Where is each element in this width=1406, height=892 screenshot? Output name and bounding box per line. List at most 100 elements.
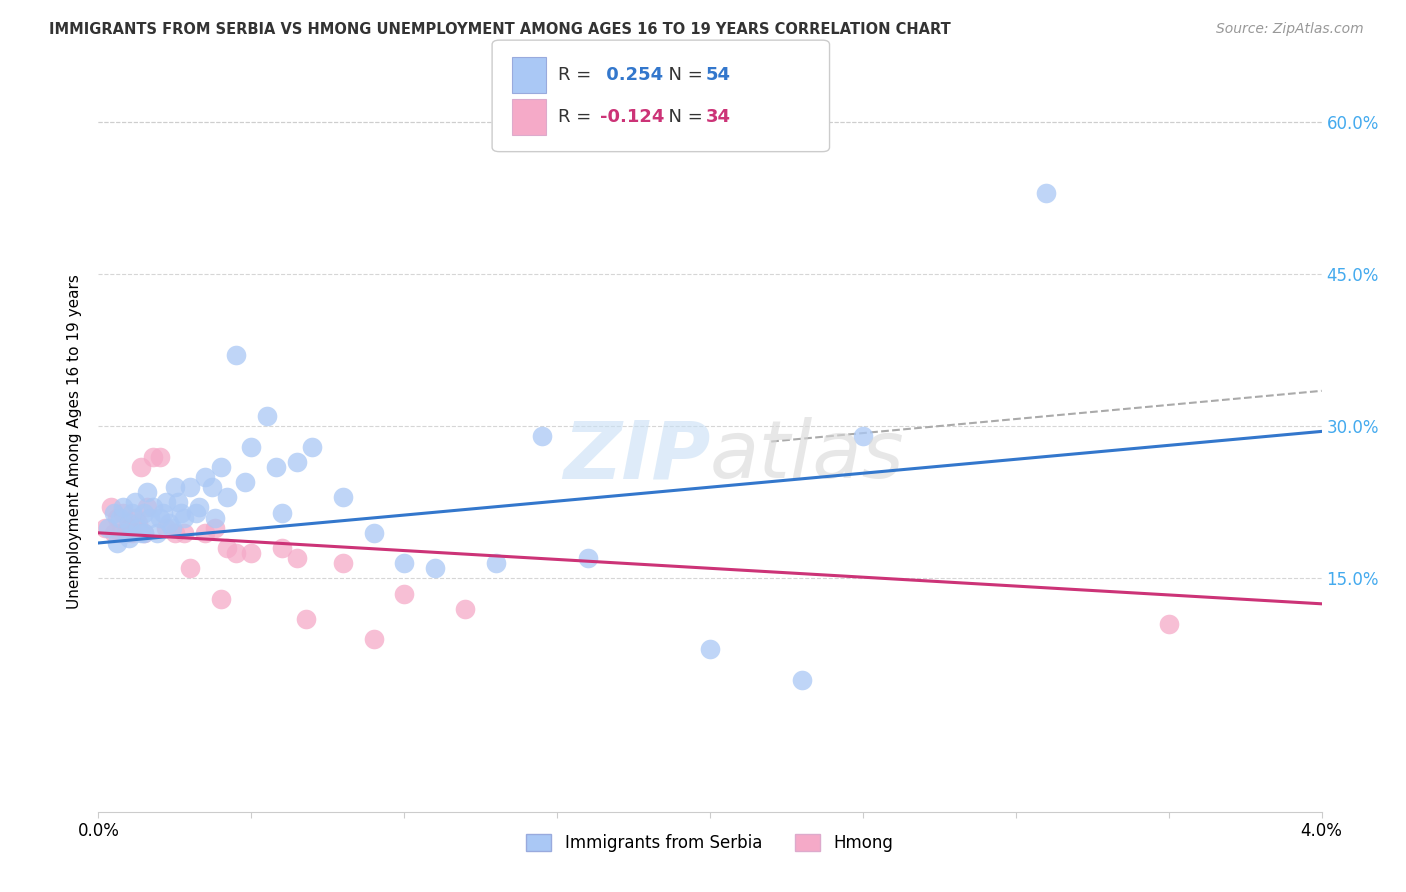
Point — [285, 551, 308, 566]
Point — [204, 521, 226, 535]
Point — [485, 556, 508, 570]
Point — [186, 506, 208, 520]
Text: IMMIGRANTS FROM SERBIA VS HMONG UNEMPLOYMENT AMONG AGES 16 TO 19 YEARS CORRELATI: IMMIGRANTS FROM SERBIA VS HMONG UNEMPLOY… — [49, 22, 950, 37]
Point — [124, 495, 146, 509]
Point — [139, 510, 162, 524]
Point — [194, 525, 217, 540]
Text: -0.124: -0.124 — [600, 108, 665, 126]
Text: N =: N = — [657, 108, 709, 126]
Text: R =: R = — [558, 108, 598, 126]
Point — [103, 506, 125, 520]
Text: 54: 54 — [706, 66, 731, 84]
Point — [240, 440, 263, 454]
Point — [105, 536, 128, 550]
Point — [301, 440, 323, 454]
Text: R =: R = — [558, 66, 598, 84]
Point — [200, 480, 222, 494]
Point — [423, 561, 446, 575]
Point — [163, 525, 186, 540]
Point — [127, 516, 149, 530]
Point — [129, 459, 152, 474]
Y-axis label: Unemployment Among Ages 16 to 19 years: Unemployment Among Ages 16 to 19 years — [66, 274, 82, 609]
Point — [142, 450, 165, 464]
Point — [97, 521, 120, 535]
Point — [392, 587, 416, 601]
Point — [149, 510, 172, 524]
Point — [170, 506, 193, 520]
Point — [145, 525, 167, 540]
Point — [118, 516, 141, 530]
Point — [160, 521, 183, 535]
Text: ZIP: ZIP — [562, 417, 710, 495]
Point — [295, 612, 318, 626]
Point — [155, 495, 177, 509]
Point — [699, 642, 721, 657]
Point — [103, 525, 125, 540]
Point — [215, 491, 238, 505]
Point — [179, 561, 201, 575]
Point — [152, 506, 174, 520]
Point — [530, 429, 553, 443]
Point — [100, 500, 122, 515]
Point — [115, 525, 138, 540]
Text: Source: ZipAtlas.com: Source: ZipAtlas.com — [1216, 22, 1364, 37]
Point — [134, 506, 156, 520]
Point — [1157, 617, 1180, 632]
Point — [233, 475, 256, 489]
Point — [332, 556, 354, 570]
Point — [108, 510, 131, 524]
Point — [118, 531, 141, 545]
Point — [173, 510, 195, 524]
Point — [93, 521, 115, 535]
Point — [118, 521, 141, 535]
Point — [209, 459, 232, 474]
Point — [790, 673, 813, 687]
Point — [121, 525, 143, 540]
Point — [136, 500, 159, 515]
Point — [285, 455, 308, 469]
Point — [264, 459, 287, 474]
Point — [204, 510, 226, 524]
Point — [179, 480, 201, 494]
Point — [454, 602, 477, 616]
Point — [142, 500, 165, 515]
Legend: Immigrants from Serbia, Hmong: Immigrants from Serbia, Hmong — [520, 828, 900, 859]
Point — [105, 510, 128, 524]
Point — [240, 546, 263, 560]
Point — [136, 485, 159, 500]
Point — [108, 525, 131, 540]
Point — [392, 556, 416, 570]
Point — [225, 546, 247, 560]
Point — [1035, 186, 1057, 200]
Point — [129, 525, 152, 540]
Point — [256, 409, 278, 424]
Point — [163, 480, 186, 494]
Point — [332, 491, 354, 505]
Point — [124, 510, 146, 524]
Point — [363, 632, 385, 647]
Point — [209, 591, 232, 606]
Point — [111, 500, 134, 515]
Point — [149, 450, 172, 464]
Point — [188, 500, 211, 515]
Point — [157, 516, 180, 530]
Point — [167, 495, 190, 509]
Point — [127, 521, 149, 535]
Text: N =: N = — [657, 66, 709, 84]
Point — [115, 525, 138, 540]
Point — [852, 429, 875, 443]
Point — [363, 525, 385, 540]
Point — [194, 470, 217, 484]
Point — [121, 506, 143, 520]
Point — [155, 521, 177, 535]
Text: atlas: atlas — [710, 417, 905, 495]
Point — [111, 506, 134, 520]
Point — [134, 525, 156, 540]
Point — [173, 525, 195, 540]
Point — [225, 348, 247, 362]
Point — [270, 541, 294, 555]
Point — [270, 506, 294, 520]
Point — [215, 541, 238, 555]
Point — [576, 551, 599, 566]
Text: 34: 34 — [706, 108, 731, 126]
